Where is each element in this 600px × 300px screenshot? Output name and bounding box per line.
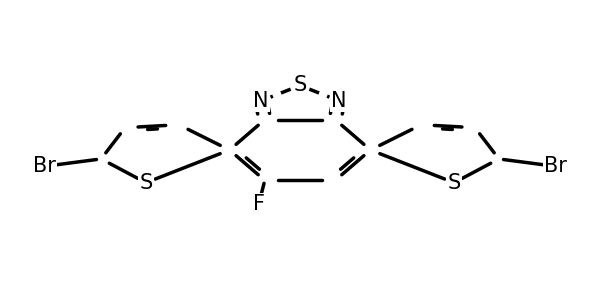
Text: Br: Br xyxy=(33,156,56,176)
Text: N: N xyxy=(331,91,347,111)
Text: F: F xyxy=(253,194,265,214)
Text: S: S xyxy=(448,173,461,193)
Text: S: S xyxy=(293,75,307,95)
Text: S: S xyxy=(139,173,152,193)
Text: N: N xyxy=(253,91,269,111)
Text: Br: Br xyxy=(544,156,567,176)
